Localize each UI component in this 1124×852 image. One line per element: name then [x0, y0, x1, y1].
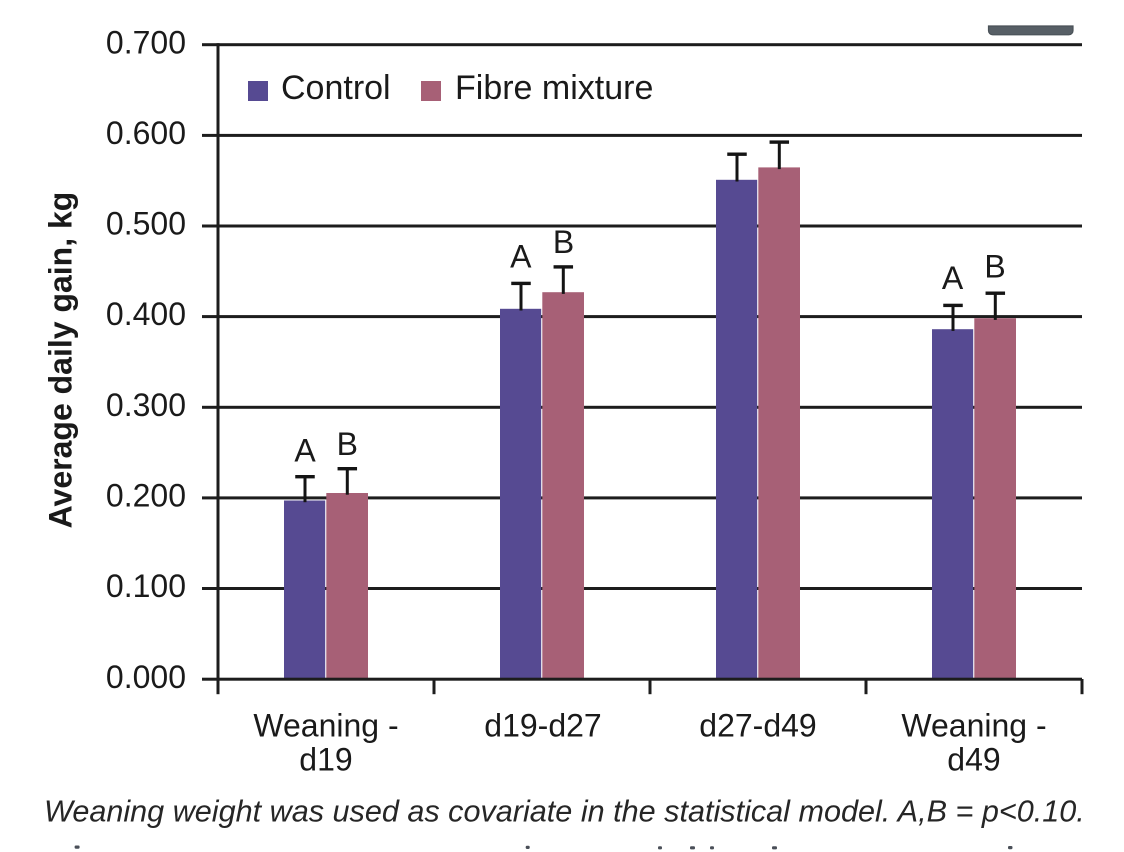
svg-text:0.400: 0.400: [106, 296, 186, 332]
svg-text:A: A: [942, 260, 964, 296]
svg-text:d27-d49: d27-d49: [699, 708, 816, 744]
svg-text:0.700: 0.700: [106, 24, 186, 60]
svg-text:0.300: 0.300: [106, 387, 186, 423]
svg-text:d19: d19: [299, 742, 352, 778]
svg-text:Control: Control: [281, 69, 391, 107]
svg-text:B: B: [984, 249, 1005, 285]
svg-text:A: A: [294, 432, 316, 468]
svg-text:Weaning -: Weaning -: [253, 708, 398, 744]
svg-text:A: A: [510, 239, 532, 275]
svg-text:Weaning weight was used as cov: Weaning weight was used as covariate in …: [44, 794, 1085, 828]
svg-text:0.600: 0.600: [106, 115, 186, 151]
svg-text:d49: d49: [947, 742, 1000, 778]
svg-text:d19-d27: d19-d27: [484, 708, 601, 744]
svg-text:B: B: [337, 426, 358, 462]
svg-text:0.100: 0.100: [106, 568, 186, 604]
svg-text:0.200: 0.200: [106, 478, 186, 514]
svg-text:0.500: 0.500: [106, 206, 186, 242]
svg-text:Average daily gain, kg: Average daily gain, kg: [43, 192, 79, 529]
svg-text:Fibre mixture: Fibre mixture: [455, 69, 653, 107]
svg-text:B: B: [553, 224, 574, 260]
svg-text:0.000: 0.000: [106, 659, 186, 695]
svg-text:Weaning -: Weaning -: [901, 708, 1046, 744]
